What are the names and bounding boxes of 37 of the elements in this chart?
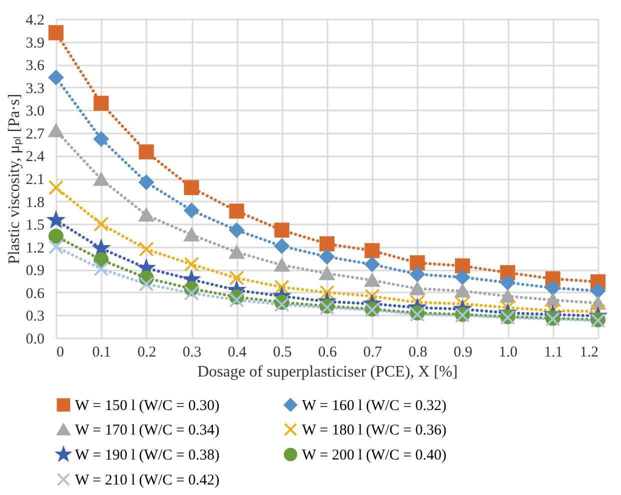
legend-label: W = 200 l (W/C = 0.40) [302, 448, 447, 464]
x-tick-label: 0.1 [92, 344, 112, 360]
y-tick-label: 3.3 [26, 80, 44, 97]
x-tick-label: 0.3 [182, 344, 202, 360]
y-tick-label: 2.1 [26, 172, 44, 188]
x-tick-label: 0.5 [272, 344, 292, 360]
x-tick-label: 0.2 [137, 344, 156, 360]
x-tick-label: 0.6 [318, 344, 338, 360]
y-tick-label: 3.6 [26, 58, 45, 74]
y-tick-label: 0.3 [26, 308, 44, 325]
x-tick-label: 1.0 [498, 344, 518, 360]
y-tick-label: 0.6 [26, 286, 45, 302]
y-tick-label: 4.2 [26, 12, 44, 28]
legend-label: W = 210 l (W/C = 0.42) [75, 472, 220, 488]
x-tick-label: 0 [56, 344, 64, 360]
y-tick-label: 1.8 [26, 194, 44, 211]
y-tick-label: 2.7 [26, 126, 45, 142]
x-tick-label: 0.8 [408, 344, 428, 360]
y-tick-label: 1.2 [26, 240, 44, 256]
y-tick-label: 3.9 [26, 35, 44, 52]
y-tick-label: 0.9 [26, 263, 44, 280]
legend-label: W = 150 l (W/C = 0.30) [75, 398, 220, 414]
x-tick-label: 0.4 [228, 344, 248, 360]
x-tick-label: 0.9 [454, 344, 472, 360]
x-tick-label: 0.7 [363, 344, 383, 360]
y-tick-label: 1.5 [26, 218, 44, 234]
legend-label: W = 170 l (W/C = 0.34) [75, 422, 220, 438]
x-tick-label: 1.2 [580, 344, 598, 360]
y-tick-label: 2.4 [26, 149, 45, 166]
y-tick-label: 0.0 [26, 332, 44, 348]
y-axis-title: Plastic viscosity, μₚₗ [Pa·s] [6, 94, 23, 264]
legend-label: W = 190 l (W/C = 0.38) [75, 448, 220, 464]
x-tick-label: 1.1 [544, 344, 563, 360]
y-tick-label: 3.0 [26, 104, 44, 120]
legend-label: W = 180 l (W/C = 0.36) [302, 422, 447, 438]
x-axis-title: Dosage of superplasticiser (PCE), X [%] [197, 364, 458, 380]
legend-label: W = 160 l (W/C = 0.32) [302, 398, 447, 414]
